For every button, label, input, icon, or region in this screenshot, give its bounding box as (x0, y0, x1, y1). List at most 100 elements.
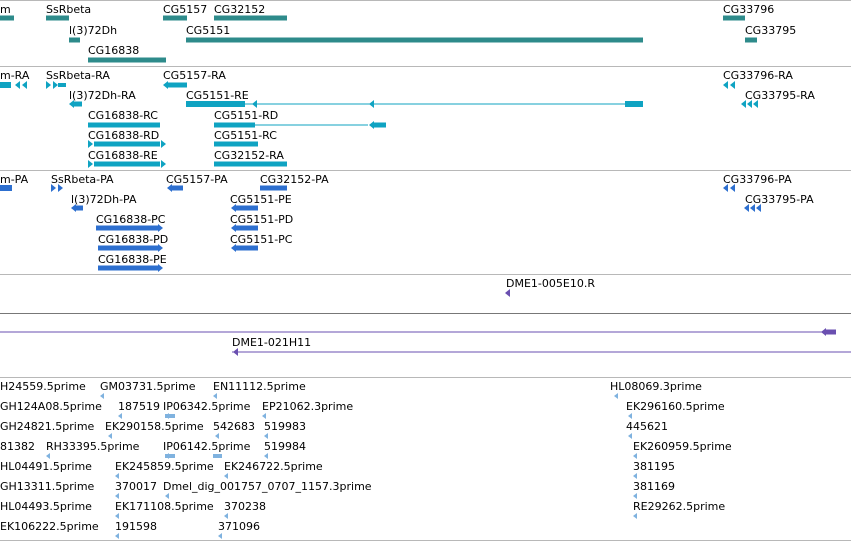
est-mark-26[interactable] (633, 493, 637, 499)
pr-cg5151-pd-dir[interactable] (231, 224, 236, 232)
tx-cg16838-rd[interactable] (94, 141, 160, 147)
est-block-542683[interactable] (213, 454, 222, 458)
pr-cg16838-pe-dir[interactable] (158, 264, 163, 272)
tx-cg5157-ra-dir[interactable] (163, 81, 168, 89)
pr-cg16838-pc-dir[interactable] (158, 224, 163, 232)
tx-cg5151-rd[interactable] (214, 122, 255, 128)
est-mark-24[interactable] (115, 493, 119, 499)
pr-cg33795-pa-dir2[interactable] (750, 204, 755, 212)
pr-cg16838-pe[interactable] (98, 265, 158, 271)
tx-cg16838-re-dir[interactable] (161, 160, 166, 168)
tx-m-ra-dir2[interactable] (22, 81, 27, 89)
ests-label-14: 81382 (0, 440, 35, 453)
tx-cg33795-ra-dir3[interactable] (753, 100, 758, 108)
clone-dme1-005e10r[interactable] (505, 289, 510, 297)
transcripts-label-10: CG32152-RA (214, 149, 284, 162)
est-mark-18[interactable] (633, 453, 637, 459)
tx-cg5151-re[interactable] (186, 101, 245, 107)
est-mark-11[interactable] (215, 433, 219, 439)
pr-cg5151-pe-dir[interactable] (231, 204, 236, 212)
est-mark-3[interactable] (614, 393, 618, 399)
tx-m-ra[interactable] (0, 82, 11, 88)
tx-cg33795-ra-dir2[interactable] (747, 100, 752, 108)
est-mark-13[interactable] (628, 433, 632, 439)
gene-cg5157[interactable] (163, 15, 187, 21)
est-mark-5[interactable] (118, 413, 122, 419)
tx-cg16838-rd-dir0[interactable] (88, 140, 93, 148)
tx-m-ra-dir[interactable] (15, 81, 20, 89)
tx-ssrbeta-ra[interactable] (58, 83, 66, 87)
pr-l3-pa[interactable] (76, 205, 83, 211)
est-mark-32[interactable] (115, 533, 119, 539)
pr-cg16838-pc[interactable] (96, 225, 158, 231)
pr-l3-pa-dir[interactable] (71, 204, 76, 212)
pr-cg5151-pc-dir[interactable] (231, 244, 236, 252)
gene-cg5151[interactable] (186, 37, 643, 43)
pr-cg16838-pd[interactable] (98, 245, 158, 251)
est-block-ip06342[interactable] (165, 414, 175, 418)
tx-cg33795-ra-dir[interactable] (741, 100, 746, 108)
tx-cg33796-ra-dir[interactable] (723, 81, 728, 89)
pr-cg5151-pd[interactable] (236, 225, 258, 231)
tx-cg32152-ra[interactable] (214, 161, 287, 167)
est-mark-1[interactable] (100, 393, 104, 399)
transcripts-label-3: CG16838-RC (88, 109, 158, 122)
tx-ssrbeta-ra-dir[interactable] (46, 81, 51, 89)
est-mark-28[interactable] (115, 513, 119, 519)
pr-cg33795-pa-dir[interactable] (744, 204, 749, 212)
tx-cg5151-re-dir2[interactable] (369, 100, 374, 108)
est-block-ip06142[interactable] (165, 454, 175, 458)
clone-long-dir[interactable] (821, 328, 826, 336)
gene-m[interactable] (0, 15, 14, 21)
pr-cg5151-pe[interactable] (236, 205, 258, 211)
pr-cg5151-pc[interactable] (236, 245, 258, 251)
tx-cg5157-ra[interactable] (168, 82, 187, 88)
est-mark-21[interactable] (224, 473, 228, 479)
est-mark-20[interactable] (115, 473, 119, 479)
pr-cg5157-pa[interactable] (172, 185, 183, 191)
est-mark-22[interactable] (633, 473, 637, 479)
pr-cg33796-pa-dir[interactable] (723, 184, 728, 192)
est-mark-2[interactable] (213, 393, 217, 399)
est-mark-33[interactable] (218, 533, 222, 539)
est-mark-7[interactable] (262, 413, 266, 419)
gene-cg33795[interactable] (745, 37, 757, 43)
pr-ssrbeta-pa-dir[interactable] (51, 184, 56, 192)
tx-cg16838-rd-dir[interactable] (161, 140, 166, 148)
tx-cg5151-rd-dir[interactable] (369, 121, 374, 129)
est-mark-29[interactable] (224, 513, 228, 519)
tx-cg16838-re[interactable] (94, 161, 160, 167)
pr-ssrbeta-pa-dir2[interactable] (58, 184, 63, 192)
est-mark-12[interactable] (264, 433, 268, 439)
pr-cg33795-pa-dir3[interactable] (756, 204, 761, 212)
tx-ssrbeta-ra-dir2[interactable] (53, 81, 58, 89)
tx-cg16838-re-dir0[interactable] (88, 160, 93, 168)
pr-cg16838-pd-dir[interactable] (158, 244, 163, 252)
tx-cg5151-rd-exon2[interactable] (374, 122, 386, 128)
est-mark-15[interactable] (46, 453, 50, 459)
gene-cg32152[interactable] (214, 15, 287, 21)
gene-cg16838[interactable] (88, 57, 166, 63)
est-mark-17[interactable] (264, 453, 268, 459)
tx-cg5151-re-exon2[interactable] (625, 101, 643, 107)
est-mark-30[interactable] (633, 513, 637, 519)
tx-cg5151-rc[interactable] (214, 141, 258, 147)
pr-m-pa[interactable] (0, 185, 12, 191)
tx-cg16838-rc[interactable] (88, 122, 160, 128)
est-mark-10[interactable] (108, 433, 112, 439)
clone-long-end[interactable] (825, 329, 836, 335)
est-mark-8[interactable] (628, 413, 632, 419)
pr-cg33796-pa-dir2[interactable] (730, 184, 735, 192)
gene-ssrbeta[interactable] (46, 15, 69, 21)
pr-cg5157-pa-dir[interactable] (167, 184, 172, 192)
pr-cg32152-pa[interactable] (260, 185, 287, 191)
est-mark-25[interactable] (165, 493, 169, 499)
clone-dme1-021h11-dir[interactable] (233, 348, 238, 356)
tx-l3-ra[interactable] (74, 101, 82, 107)
gene-cg33796[interactable] (723, 15, 745, 21)
tx-cg33796-ra-dir2[interactable] (730, 81, 735, 89)
proteins-label-6: CG5157-PA (166, 173, 228, 186)
gene-l3-72dh[interactable] (69, 37, 80, 43)
tx-l3-ra-dir[interactable] (69, 100, 74, 108)
